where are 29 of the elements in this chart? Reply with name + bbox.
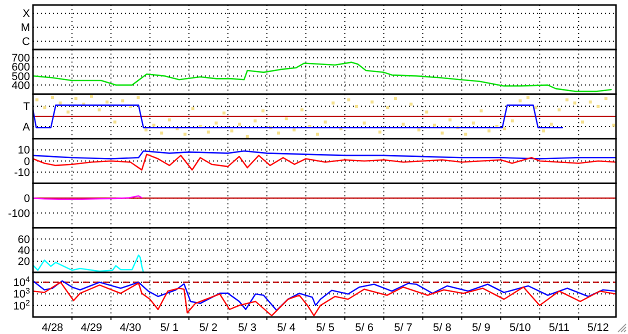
y-tick-label: 60 (18, 234, 30, 246)
text: A (22, 121, 31, 134)
x-tick-label: 5/ 9 (472, 322, 490, 334)
x-tick-label: 4/30 (120, 322, 142, 334)
x-tick-label: 5/ 6 (355, 322, 374, 334)
y-tick-label: 0 (24, 192, 30, 205)
y-tick-label: -100 (8, 208, 30, 220)
y-tick-label: 400 (12, 80, 30, 92)
y-tick-label: 10 (18, 144, 30, 157)
x-tick-label: 5/ 7 (394, 322, 412, 334)
x-tick-label: 4/28 (42, 322, 64, 334)
text: T (23, 101, 30, 114)
text: M (20, 22, 30, 34)
x-tick-label: 5/ 2 (199, 322, 218, 334)
x-tick-label: 5/ 3 (238, 322, 257, 334)
x-tick-label: 5/12 (587, 322, 609, 334)
x-tick-label: 5/ 1 (160, 322, 179, 334)
x-tick-label: 4/29 (80, 322, 102, 334)
y-tick-label: 40 (18, 244, 30, 257)
text: X (22, 8, 31, 20)
text: C (22, 36, 30, 48)
x-tick-label: 5/10 (509, 322, 531, 334)
y-tick-label: 0 (24, 156, 30, 168)
x-tick-label: 5/ 4 (277, 322, 296, 334)
y-tick-label: -10 (14, 166, 30, 179)
x-tick-label: 5/ 5 (316, 322, 334, 334)
x-tick-label: 5/ 8 (433, 322, 452, 334)
y-tick-label: 20 (18, 256, 30, 268)
x-tick-label: 5/11 (548, 322, 570, 334)
